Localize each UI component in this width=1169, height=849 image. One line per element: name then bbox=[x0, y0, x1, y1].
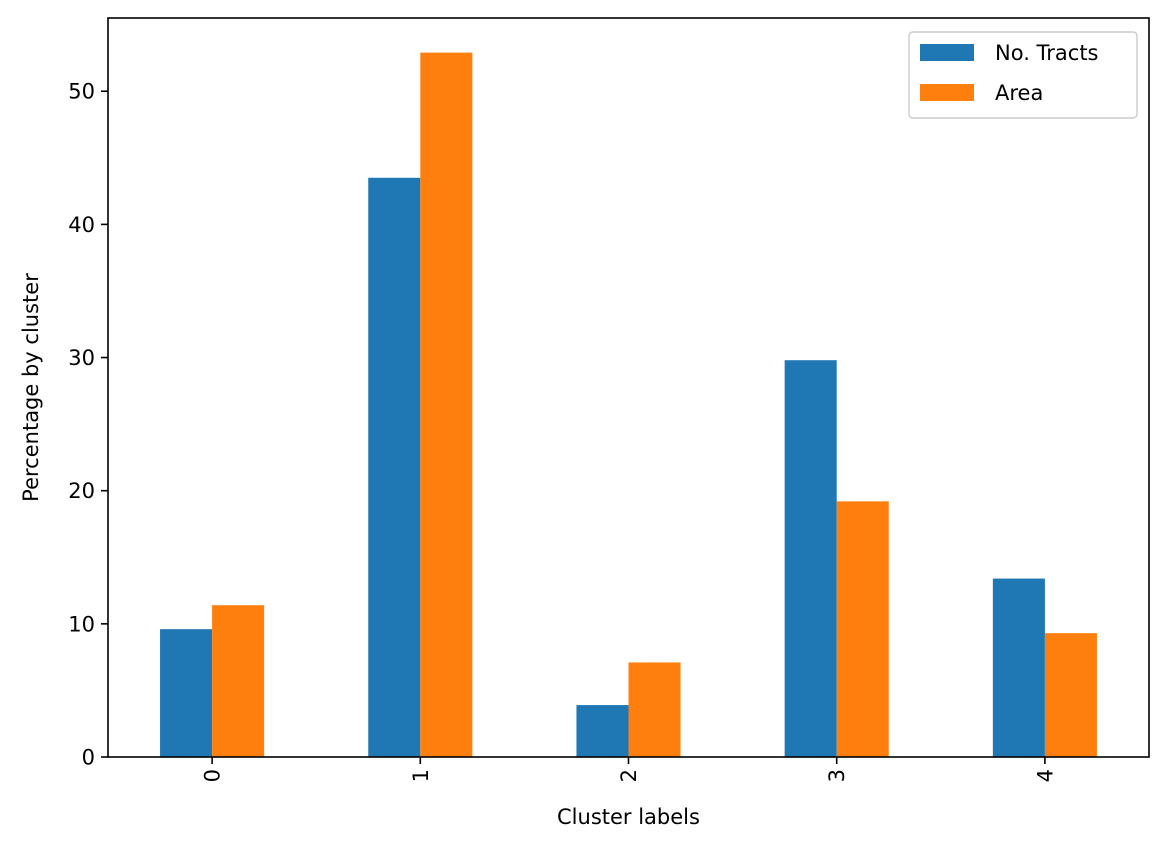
x-tick-label: 2 bbox=[617, 769, 641, 782]
bar-no-tracts-4 bbox=[992, 578, 1045, 757]
legend-swatch bbox=[920, 84, 974, 101]
bar-area-0 bbox=[212, 605, 265, 757]
legend: No. Tracts Area bbox=[908, 31, 1138, 119]
x-axis: 0 1 2 3 4 bbox=[201, 757, 1057, 782]
x-tick-label: 3 bbox=[825, 769, 849, 782]
bar-no-tracts-3 bbox=[784, 360, 837, 757]
y-tick-label: 0 bbox=[82, 746, 95, 770]
legend-swatch bbox=[920, 44, 974, 61]
x-axis-title: Cluster labels bbox=[557, 805, 700, 829]
y-tick-label: 30 bbox=[68, 346, 95, 370]
bar-area-4 bbox=[1044, 633, 1097, 757]
legend-label: Area bbox=[995, 81, 1043, 105]
bars-group bbox=[160, 52, 1097, 758]
y-axis-title: Percentage by cluster bbox=[19, 273, 43, 502]
bar-no-tracts-1 bbox=[368, 177, 421, 757]
y-tick-label: 10 bbox=[68, 612, 95, 636]
bar-area-2 bbox=[628, 662, 681, 757]
y-tick-label: 40 bbox=[68, 213, 95, 237]
x-tick-label: 1 bbox=[409, 769, 433, 782]
y-tick-label: 50 bbox=[68, 80, 95, 104]
x-tick-label: 4 bbox=[1033, 769, 1057, 782]
bar-area-1 bbox=[420, 52, 473, 758]
y-tick-label: 20 bbox=[68, 479, 95, 503]
y-axis: 0 10 20 30 40 50 bbox=[68, 80, 108, 770]
legend-label: No. Tracts bbox=[995, 41, 1099, 65]
bar-no-tracts-2 bbox=[576, 705, 629, 757]
bar-area-3 bbox=[836, 501, 889, 757]
x-tick-label: 0 bbox=[201, 769, 225, 782]
bar-no-tracts-0 bbox=[160, 629, 213, 757]
